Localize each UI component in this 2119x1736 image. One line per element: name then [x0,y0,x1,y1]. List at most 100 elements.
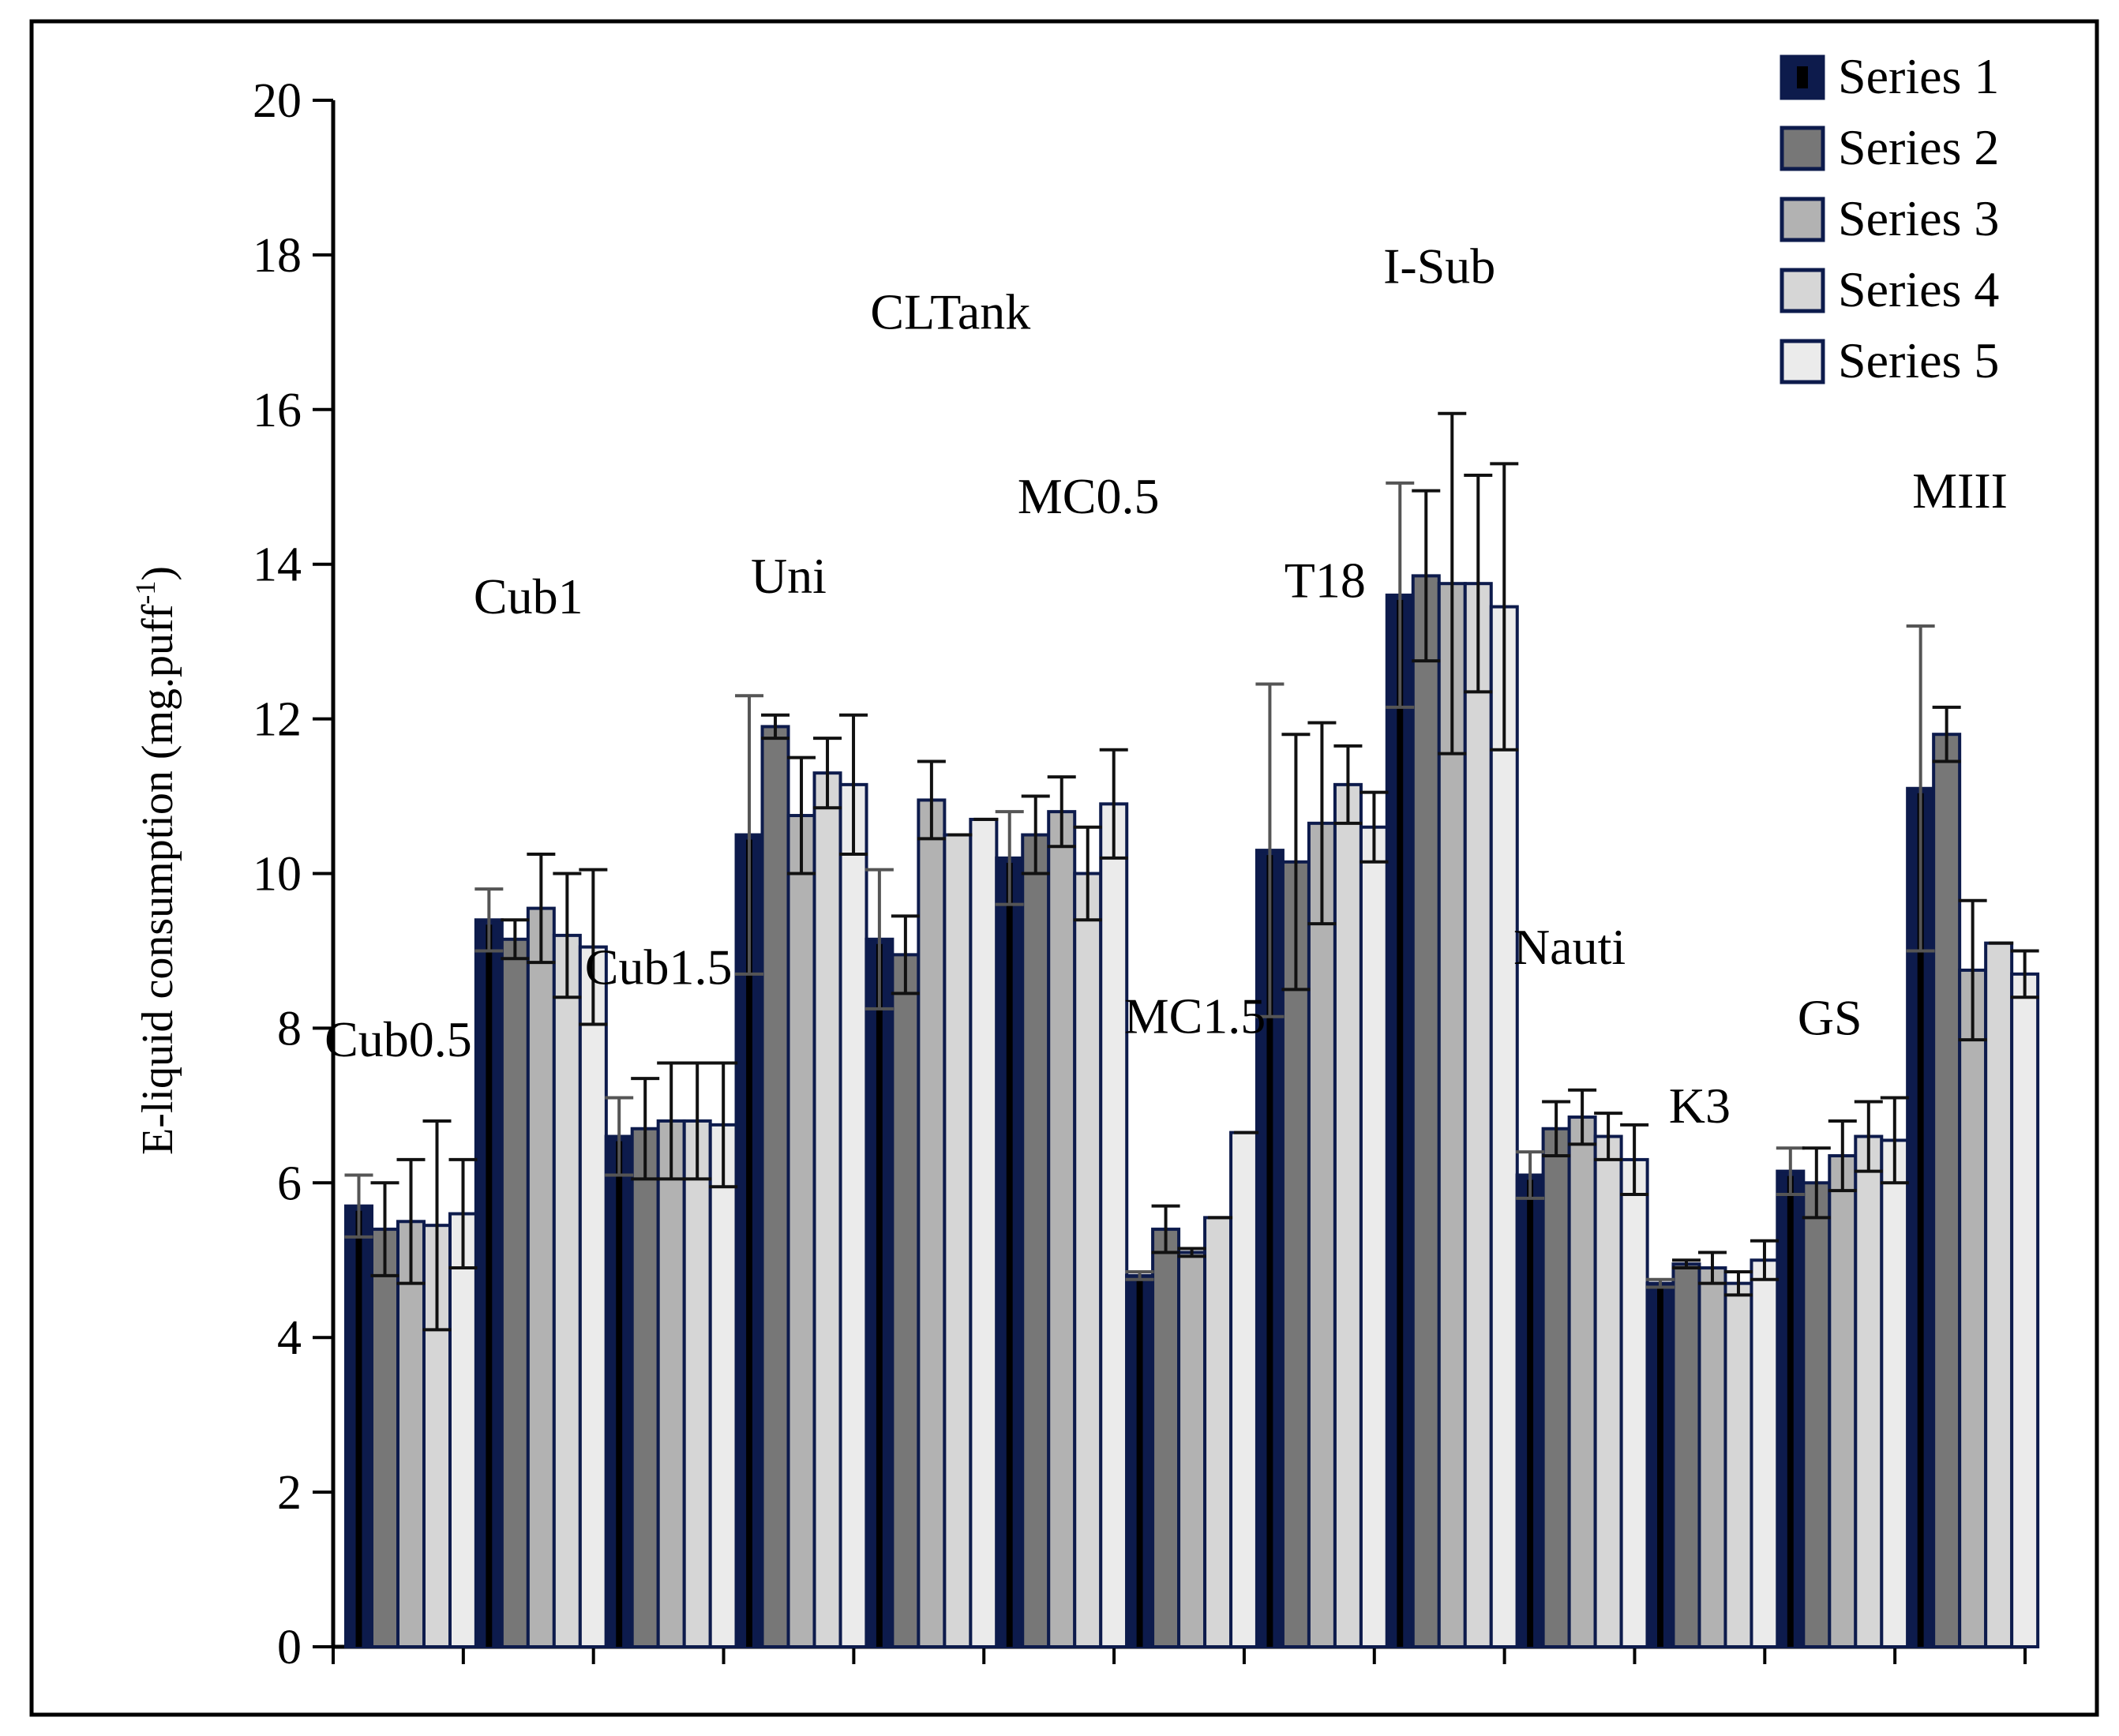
bar-Cub0.5-series-3 [396,1220,426,1648]
bar-core-I-Sub [1397,599,1404,1647]
bar-K3-series-5 [1750,1258,1780,1648]
bar-MC1.5-series-2 [1151,1228,1181,1648]
y-axis: 0 2 4 6 8 10 12 14 16 18 20 [253,74,336,1674]
bar-T18-series-5 [1359,825,1389,1648]
bar-core-CLTank [876,943,883,1647]
bar-MIII-series-5 [2010,972,2040,1648]
bar-Cub0.5-series-5 [448,1212,478,1648]
bar-core-MIII [1917,793,1924,1647]
bar-I-Sub-series-4 [1463,582,1493,1648]
y-tick-label: 4 [277,1311,302,1365]
legend-label: Series 4 [1838,261,1999,317]
bar-I-Sub-series-2 [1411,574,1441,1649]
y-tick-label: 0 [277,1621,302,1674]
bar-MC0.5-series-4 [1073,872,1103,1648]
bar-Cub1-series-3 [526,906,556,1648]
bar-T18-series-2 [1281,860,1311,1648]
bar-GS-series-3 [1828,1154,1858,1648]
legend-swatch [1780,339,1825,384]
bar-Cub1.5-series-2 [630,1127,660,1648]
bar-core-Nauti [1527,1179,1534,1647]
bar-Cub1-series-5 [578,945,608,1648]
category-label: MC0.5 [1018,468,1160,524]
bar-MIII-series-3 [1958,968,1988,1648]
bar-Uni-series-3 [786,814,816,1648]
category-label: K3 [1669,1078,1731,1134]
y-tick-label: 18 [253,229,302,283]
y-tick-label: 12 [253,693,302,747]
bar-Nauti-series-2 [1541,1127,1571,1648]
legend: Series 1 Series 2 Series 3 Series 4 Series 5 [1780,48,1999,388]
category-label: T18 [1285,553,1366,609]
bar-CLTank-series-3 [917,798,947,1648]
legend-swatch [1780,197,1825,242]
bar-MC0.5-series-3 [1047,810,1077,1648]
y-axis-title-superscript: -1 [129,581,161,605]
y-tick-label: 2 [277,1466,302,1520]
bar-MC1.5-series-4 [1203,1216,1233,1648]
bar-MC0.5-series-5 [1099,802,1129,1648]
y-axis-title-text: E-liquid consumption (mg.puff [133,604,182,1155]
y-tick-label: 14 [253,538,302,592]
bar-core-Cub0.5 [355,1210,362,1647]
legend-label: Series 1 [1838,48,1999,104]
bar-MIII-series-4 [1984,941,2014,1648]
category-label: Nauti [1513,919,1626,975]
bar-CLTank-series-2 [891,953,921,1649]
bar-I-Sub-series-3 [1437,582,1467,1648]
bar-core-Uni [746,839,752,1647]
bar-Nauti-series-4 [1593,1134,1623,1648]
bar-Cub1.5-series-4 [682,1119,712,1648]
bar-Uni-series-5 [838,782,868,1648]
category-label: MIII [1912,463,2008,519]
bar-marks [344,574,2040,1649]
y-tick-label: 8 [277,1002,302,1055]
category-label: Cub1.5 [585,939,733,995]
bar-Nauti-series-5 [1619,1157,1649,1649]
bar-Uni-series-4 [812,771,842,1648]
bar-K3-series-4 [1723,1281,1753,1648]
bar-Nauti-series-3 [1567,1115,1597,1648]
legend-label: Series 5 [1838,332,1999,388]
category-label: Cub1 [474,568,583,624]
category-label: CLTank [870,283,1030,339]
category-label: I-Sub [1383,238,1495,294]
bar-K3-series-2 [1671,1262,1701,1648]
bar-T18-series-3 [1307,821,1337,1648]
x-axis [332,1644,2027,1664]
bar-core-MC1.5 [1136,1280,1143,1647]
bar-core-K3 [1657,1288,1663,1647]
bar-GS-series-4 [1854,1134,1884,1648]
bar-T18-series-4 [1333,782,1363,1648]
bar-MC1.5-series-3 [1177,1250,1207,1648]
bar-I-Sub-series-5 [1489,605,1519,1648]
bar-K3-series-3 [1697,1266,1727,1649]
bar-Cub0.5-series-2 [370,1228,399,1648]
bar-MC0.5-series-2 [1021,833,1051,1648]
y-tick-label: 6 [277,1157,302,1210]
category-labels: Cub0.5 Cub1 Cub1.5 Uni CLTank MC0.5 MC1.5 T18 I-… [324,238,2008,1134]
bar-core-Cub1.5 [616,1141,623,1647]
y-tick-label: 20 [253,74,302,128]
category-label: Cub0.5 [324,1011,472,1067]
bar-Cub1.5-series-3 [656,1119,686,1648]
error-bars [344,411,2039,1332]
bar-core-GS [1787,1175,1794,1647]
category-label: MC1.5 [1124,988,1266,1044]
bar-Cub1-series-2 [500,937,530,1648]
category-label: Uni [751,548,827,604]
legend-label: Series 2 [1838,119,1999,175]
y-tick-label: 16 [253,384,302,437]
chart-frame [29,19,2099,1717]
legend-label: Series 3 [1838,190,1999,246]
bar-CLTank-series-5 [969,817,999,1648]
y-axis-title-close: ) [133,566,182,581]
legend-swatch [1780,126,1825,171]
y-axis-title: E-liquid consumption (mg.puff-1) [129,566,182,1155]
legend-swatch-core [1797,66,1808,88]
category-label: GS [1798,990,1862,1046]
bar-core-MC0.5 [1006,862,1013,1647]
bar-GS-series-5 [1880,1138,1910,1648]
bar-MIII-series-2 [1932,733,1962,1649]
